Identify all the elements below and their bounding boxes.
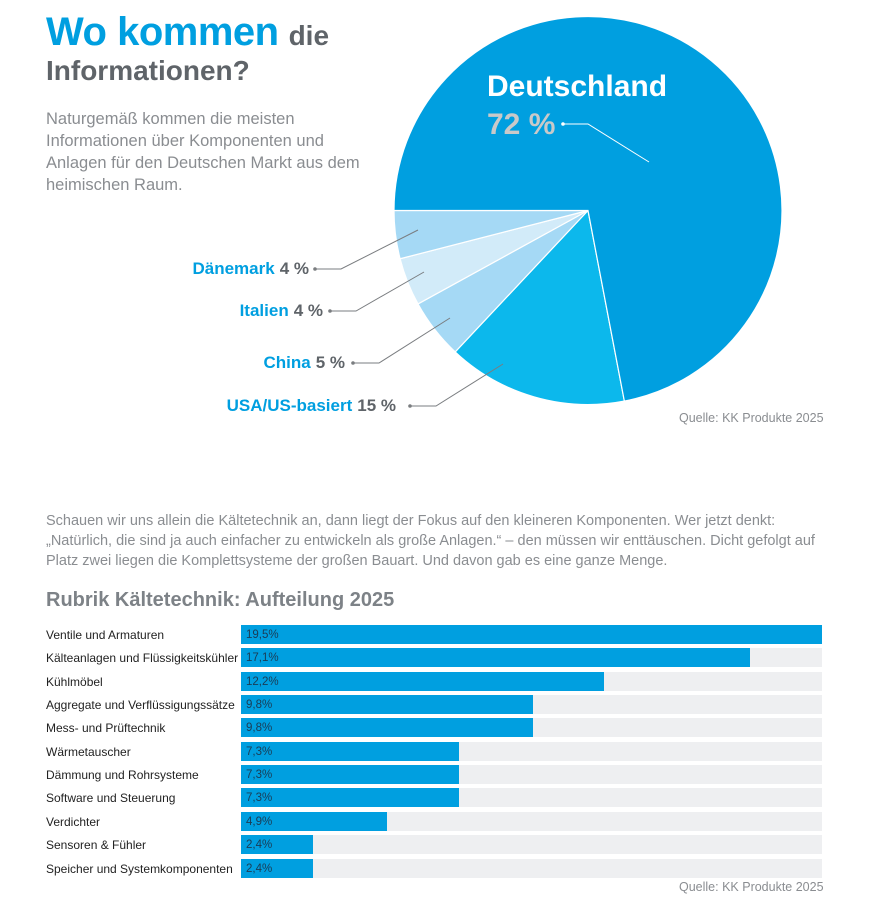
bar [241, 718, 533, 738]
leader-italien-dot [328, 309, 332, 313]
bar-track: 2,4% [241, 835, 822, 855]
bar [241, 835, 313, 855]
bar-track: 7,3% [241, 765, 822, 785]
bar-value-label: 7,3% [246, 745, 273, 758]
bar-row: Kälteanlagen und Flüssigkeitskühler 17,1% [46, 648, 822, 668]
bar-track: 9,8% [241, 718, 822, 738]
pie-source: Quelle: KK Produkte 2025 [679, 411, 824, 425]
pie-label-value: 4 % [279, 259, 309, 278]
pie-label-usa: USA/US-basiert 15 % [227, 396, 396, 416]
bar-track: 12,2% [241, 671, 822, 691]
page-title: Wo kommen die [46, 10, 329, 55]
leader-china [353, 317, 451, 364]
leader-china-dot [351, 361, 355, 365]
bar-track: 17,1% [241, 648, 822, 668]
pie-label-name: Italien [239, 301, 289, 320]
bar-value-label: 9,8% [246, 722, 273, 735]
bar-row: Kühlmöbel 12,2% [46, 671, 822, 691]
title-connector: die [288, 20, 330, 51]
bar-category-label: Verdichter [46, 814, 101, 829]
bar-row: Software und Steuerung 7,3% [46, 788, 822, 808]
pie-label-name: China [263, 353, 311, 372]
pie-slices [393, 15, 783, 406]
section-body-text: Schauen wir uns allein die Kältetechnik … [46, 513, 815, 569]
bar-category-label: Software und Steuerung [46, 791, 176, 806]
bar-category-label: Kälteanlagen und Flüssigkeitskühler [46, 651, 239, 666]
bar-track: 4,9% [241, 811, 822, 831]
pie-label-value: 4 % [293, 301, 323, 320]
pie-chart [313, 15, 783, 408]
bar-chart-title: Rubrik Kältetechnik: Aufteilung 2025 [46, 589, 395, 611]
bar-value-label: 9,8% [246, 699, 273, 712]
bar [241, 788, 459, 808]
bar-value-label: 12,2% [246, 675, 279, 688]
intro-text: Naturgemäß kommen die meisten Informatio… [46, 110, 360, 194]
bar-row: Aggregate und Verflüssigungssätze 9,8% [46, 695, 822, 715]
pie-label-deutschland-value: 72 % [487, 108, 556, 141]
bar-value-label: 7,3% [246, 792, 273, 805]
bar [241, 765, 459, 785]
bar-row: Sensoren & Fühler 2,4% [46, 835, 822, 855]
leader-deutschland-dot [561, 122, 565, 126]
bar-category-label: Aggregate und Verflüssigungssätze [46, 698, 235, 713]
bar-category-label: Ventile und Armaturen [46, 628, 165, 642]
bar-track: 9,8% [241, 695, 822, 715]
leader-daenemark-dot [313, 267, 317, 271]
bar-row: Speicher und Systemkomponenten 2,4% [46, 858, 822, 878]
bar-row: Ventile und Armaturen 19,5% [46, 625, 822, 644]
bar [241, 858, 313, 878]
bar [241, 648, 751, 668]
title-line-2: Informationen? [46, 55, 250, 86]
bar-track: 19,5% [241, 625, 822, 644]
bar-row: Dämmung und Rohrsysteme 7,3% [46, 765, 822, 785]
pie-label-daenemark: Dänemark 4 % [192, 259, 309, 279]
leader-usa [410, 363, 504, 407]
title-highlight: Wo kommen [46, 10, 279, 54]
leader-daenemark [315, 229, 419, 270]
bar [241, 671, 605, 691]
bar [241, 625, 822, 644]
bar-category-label: Kühlmöbel [46, 674, 103, 689]
bar-category-label: Wärmetauscher [46, 744, 131, 759]
pie-label-value: 5 % [315, 353, 345, 372]
pie-slice-deutschland [393, 15, 783, 402]
bar-track: 2,4% [241, 858, 822, 878]
bar-category-label: Mess- und Prüftechnik [46, 721, 166, 736]
pie-label-china: China 5 % [263, 353, 345, 373]
pie-label-name: USA/US-basiert [226, 396, 353, 415]
bar-value-label: 2,4% [246, 862, 273, 875]
pie-slice-usa-us-basiert [454, 209, 626, 406]
bar-row: Verdichter 4,9% [46, 811, 822, 831]
bar [241, 741, 459, 761]
pie-leader-lines [313, 122, 650, 408]
bar-value-label: 19,5% [246, 629, 279, 641]
bar-track: 7,3% [241, 741, 822, 761]
bar-source: Quelle: KK Produkte 2025 [679, 880, 824, 894]
leader-italien [330, 271, 425, 312]
bar-category-label: Sensoren & Fühler [46, 838, 147, 853]
bar-row: Wärmetauscher 7,3% [46, 741, 822, 761]
pie-label-italien: Italien 4 % [240, 301, 323, 321]
bar [241, 695, 533, 715]
bar-value-label: 2,4% [246, 839, 273, 852]
bar-value-label: 7,3% [246, 769, 273, 782]
pie-label-deutschland-name: Deutschland [487, 70, 668, 103]
bar-value-label: 17,1% [246, 652, 279, 665]
pie-label-name: Dänemark [192, 259, 275, 278]
bar-value-label: 4,9% [246, 815, 273, 828]
pie-label-value: 15 % [357, 396, 396, 415]
bar-category-label: Speicher und Systemkomponenten [46, 861, 233, 876]
bar-row: Mess- und Prüftechnik 9,8% [46, 718, 822, 738]
leader-usa-dot [408, 404, 412, 408]
leader-deutschland [563, 123, 650, 163]
bar-category-label: Dämmung und Rohrsysteme [46, 768, 199, 783]
bar [241, 811, 387, 831]
bar-track: 7,3% [241, 788, 822, 808]
